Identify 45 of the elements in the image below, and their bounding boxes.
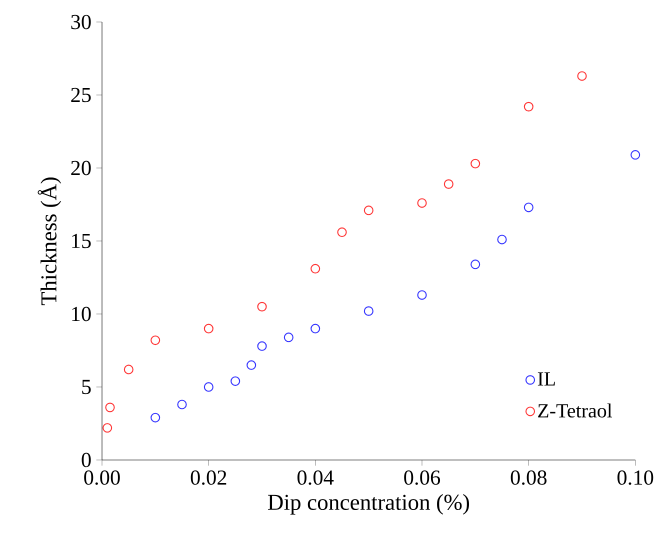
y-tick-label: 20 <box>71 160 91 176</box>
point <box>524 102 534 112</box>
point <box>246 360 256 370</box>
x-tick-label: 0.00 <box>84 470 120 485</box>
point <box>124 364 134 374</box>
point <box>524 202 534 212</box>
point <box>310 264 320 274</box>
point <box>497 234 507 244</box>
point <box>204 382 214 392</box>
point <box>337 227 347 238</box>
point <box>417 290 427 300</box>
y-tick-label: 30 <box>71 14 91 30</box>
y-axis-title: Thickness (Å) <box>38 177 62 306</box>
point <box>257 302 267 312</box>
x-tick-label: 0.08 <box>510 470 547 485</box>
x-axis-title: Dip concentration (%) <box>268 494 470 515</box>
point <box>364 306 374 316</box>
point <box>102 423 112 433</box>
point <box>284 332 294 342</box>
point <box>364 206 374 216</box>
point <box>310 324 320 334</box>
x-tick-label: 0.06 <box>404 470 440 485</box>
legend-label: IL <box>538 372 555 386</box>
legend-label: Z-Tetraol <box>538 403 612 418</box>
y-tick-label: 0 <box>82 452 91 468</box>
y-tick-label: 25 <box>71 88 91 102</box>
x-tick-label: 0.02 <box>190 470 226 485</box>
point <box>444 179 454 189</box>
x-tick-label: 0.04 <box>297 470 334 485</box>
point <box>630 150 640 160</box>
point <box>470 158 480 168</box>
point <box>230 376 240 386</box>
point <box>105 402 115 412</box>
point <box>150 335 160 346</box>
y-tick-label: 10 <box>72 306 91 322</box>
point <box>417 198 427 208</box>
point <box>577 71 587 81</box>
x-tick-label: 0.10 <box>617 470 654 485</box>
y-tick-label: 15 <box>72 234 91 248</box>
point <box>204 324 214 334</box>
point <box>257 341 267 351</box>
point <box>177 400 187 410</box>
point <box>470 260 480 270</box>
y-tick-label: 5 <box>82 380 91 394</box>
point <box>150 412 160 422</box>
